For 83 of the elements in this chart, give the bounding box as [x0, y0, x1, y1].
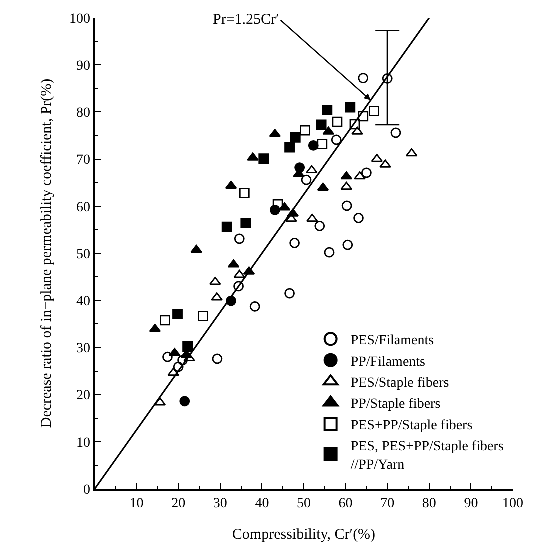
legend-label: PES/Staple fibers — [350, 376, 450, 392]
y-tick-label: 0 — [83, 482, 90, 498]
point — [345, 102, 356, 113]
point — [190, 245, 202, 254]
x-axis-title: Compressibility, Cr′(%) — [232, 527, 376, 544]
x-tick-label: 50 — [297, 496, 311, 512]
point — [316, 120, 327, 130]
legend-label: PES, PES+PP/Staple fibers //PP/Yarn — [350, 440, 504, 473]
point — [234, 270, 246, 278]
point — [247, 152, 259, 161]
point — [322, 105, 333, 116]
x-tick-label: 20 — [172, 496, 186, 512]
point — [182, 342, 193, 352]
point — [250, 302, 260, 312]
point — [162, 352, 173, 362]
point — [240, 218, 252, 229]
point — [272, 199, 284, 210]
x-tick-label: 90 — [464, 496, 478, 512]
x-tick-label: 60 — [338, 496, 353, 512]
y-tick-label: 80 — [76, 106, 90, 122]
x-tick-label: 40 — [255, 496, 270, 512]
point — [354, 172, 366, 180]
point — [342, 200, 352, 212]
y-tick-label: 10 — [76, 436, 90, 451]
point — [284, 142, 295, 153]
x-tick-label: 30 — [213, 496, 228, 512]
point — [172, 309, 183, 320]
point — [222, 222, 232, 232]
point — [198, 310, 208, 322]
point — [331, 134, 342, 146]
point — [306, 214, 318, 222]
point — [173, 362, 184, 372]
y-tick-label: 50 — [76, 247, 90, 262]
point — [354, 212, 364, 224]
point — [290, 132, 301, 143]
point — [350, 119, 360, 130]
point — [160, 315, 170, 326]
point — [369, 106, 380, 116]
point — [390, 128, 402, 138]
point — [314, 220, 326, 232]
x-tick-label: 100 — [502, 496, 524, 512]
legend-label: PES+PP/Staple fibers — [350, 418, 473, 434]
point — [362, 168, 372, 178]
point — [225, 180, 238, 190]
point — [258, 154, 270, 164]
x-tick-label: 10 — [130, 496, 144, 512]
point — [284, 288, 295, 299]
point — [382, 74, 393, 84]
x-tick-label: 80 — [422, 496, 436, 512]
point — [212, 354, 223, 364]
point — [317, 139, 328, 150]
x-tick-label: 70 — [380, 496, 395, 512]
annotation: Pr=1.25Cr′ — [213, 12, 280, 28]
y-axis-title: Decrease ratio of in−plane permeability coefficient, Pr(%) — [39, 78, 56, 428]
point — [180, 396, 190, 407]
point — [358, 111, 369, 122]
point — [211, 292, 223, 301]
y-tick-label: 40 — [76, 294, 90, 310]
point — [306, 165, 318, 174]
point — [239, 188, 250, 198]
y-tick-label: 20 — [76, 388, 90, 404]
point — [358, 73, 369, 84]
y-tick-label: 100 — [69, 12, 90, 27]
y-tick-label: 30 — [76, 342, 90, 357]
point — [234, 281, 244, 292]
point — [234, 234, 245, 244]
legend-label: PP/Staple fibers — [350, 397, 441, 412]
y-tick-label: 70 — [76, 153, 90, 168]
point — [301, 174, 312, 186]
legend-label: PP/Filaments — [350, 354, 426, 370]
y-tick-label: 60 — [76, 200, 90, 216]
point — [340, 182, 353, 190]
point — [168, 368, 180, 376]
point — [342, 240, 354, 250]
point — [324, 247, 335, 258]
point — [406, 148, 418, 157]
point — [380, 160, 392, 168]
point — [300, 125, 310, 136]
point — [332, 116, 343, 128]
point — [352, 126, 364, 135]
point — [290, 238, 300, 248]
y-tick-label: 90 — [76, 59, 90, 74]
legend-label: PES/Filaments — [350, 334, 434, 349]
